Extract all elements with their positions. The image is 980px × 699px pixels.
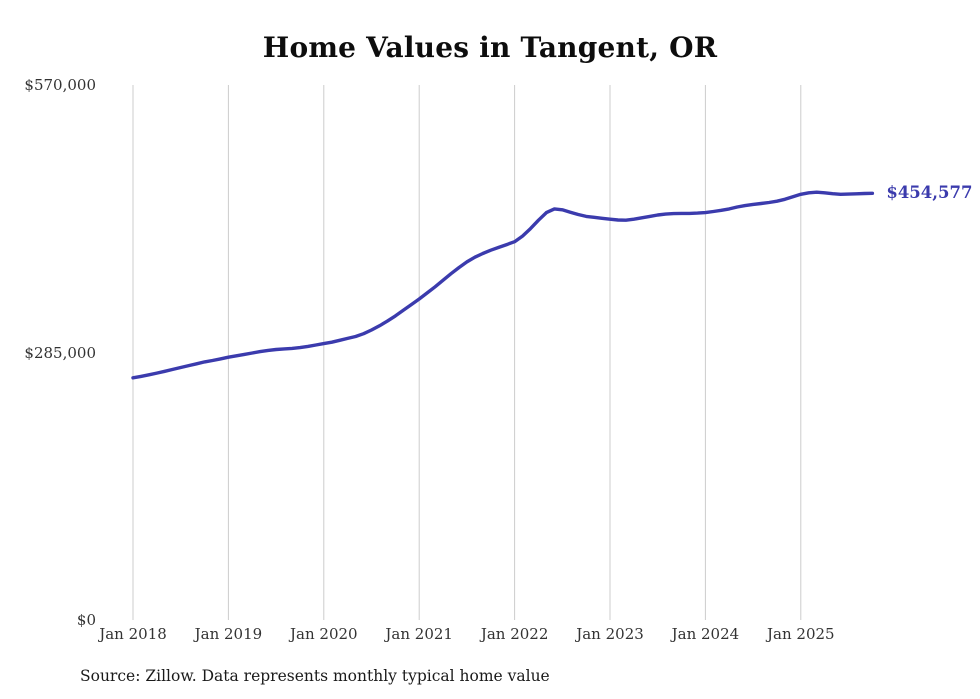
x-axis-label: Jan 2024: [671, 625, 740, 643]
x-axis-label: Jan 2019: [194, 625, 263, 643]
x-axis-label: Jan 2018: [99, 625, 167, 643]
y-axis-label-top: $570,000: [24, 76, 96, 94]
x-axis-label: Jan 2025: [767, 625, 835, 643]
x-axis-label: Jan 2021: [385, 625, 453, 643]
home-value-line: [131, 190, 875, 380]
x-axis-label: Jan 2020: [290, 625, 358, 643]
y-axis-label-zero: $0: [76, 611, 96, 629]
current-value-label: $454,577: [886, 183, 973, 203]
chart-title: Home Values in Tangent, OR: [262, 31, 718, 64]
source-note: Source: Zillow. Data represents monthly …: [80, 667, 550, 685]
x-axis-label: Jan 2023: [576, 625, 644, 643]
y-axis-label-mid: $285,000: [24, 343, 96, 362]
x-axis-label: Jan 2022: [480, 625, 549, 643]
